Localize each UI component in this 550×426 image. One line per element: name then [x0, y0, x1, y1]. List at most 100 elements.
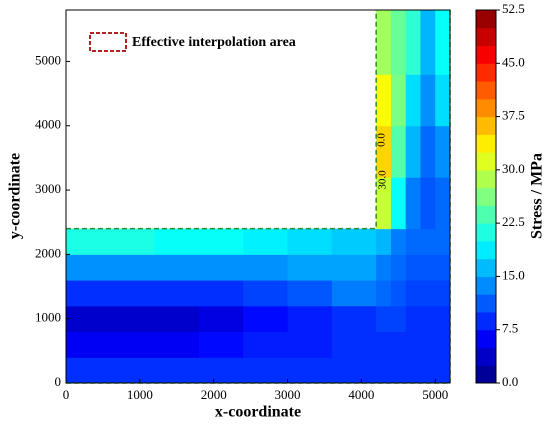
cell: [243, 357, 289, 384]
y-axis-label: y-coordinate: [7, 153, 24, 239]
colorbar-label: Stress / MPa: [529, 153, 546, 239]
cell: [405, 74, 421, 127]
x-axis-label: x-coordinate: [215, 404, 301, 421]
cell: [376, 331, 392, 358]
cell: [154, 228, 200, 255]
cell: [110, 331, 156, 358]
cell: [154, 357, 200, 384]
cell: [376, 305, 392, 333]
cell: [66, 331, 111, 358]
colorbar-band: [476, 116, 496, 135]
cell: [66, 305, 111, 333]
cell: [405, 357, 421, 384]
cell: [198, 254, 244, 281]
colorbar-tick-label: 37.5: [502, 108, 525, 123]
colorbar-tick-label: 22.5: [502, 214, 525, 229]
cell: [198, 280, 244, 307]
colorbar: 0.0 7.5 15.0 22.5 30.0 37.5 45.0 52.5: [475, 1, 525, 389]
colorbar-band: [476, 152, 496, 171]
x-tick-label: 2000: [201, 387, 227, 402]
cell: [405, 177, 421, 230]
cell: [243, 331, 289, 358]
cell: [405, 254, 421, 281]
cell: [198, 228, 244, 255]
cell: [331, 228, 377, 255]
cell: [390, 74, 407, 127]
cell: [420, 74, 436, 127]
cell: [390, 305, 407, 333]
cell: [331, 280, 377, 307]
cell: [435, 280, 451, 307]
colorbar-band: [476, 294, 496, 313]
cell: [376, 357, 392, 384]
colorbar-band: [476, 63, 496, 82]
cell: [287, 305, 333, 333]
cell: [420, 331, 436, 358]
cell: [376, 74, 392, 127]
cell: [420, 357, 436, 384]
cell: [243, 305, 289, 333]
colorbar-band: [476, 134, 496, 153]
colorbar-tick-label: 30.0: [502, 161, 525, 176]
colorbar-band: [476, 27, 496, 47]
colorbar-band: [476, 258, 496, 277]
cell: [390, 10, 407, 75]
cell: [390, 357, 407, 384]
cell: [287, 357, 333, 384]
cell: [66, 357, 111, 384]
cell: [243, 280, 289, 307]
cell: [287, 331, 333, 358]
cell: [66, 254, 111, 281]
cell: [287, 280, 333, 307]
cell: [154, 331, 200, 358]
cell: [420, 125, 436, 178]
cell: [154, 280, 200, 307]
cell: [66, 228, 111, 255]
cell: [405, 280, 421, 307]
colorbar-band: [476, 223, 496, 242]
cell: [390, 280, 407, 307]
colorbar-tick-label: 15.0: [502, 267, 525, 282]
colorbar-band: [476, 10, 496, 29]
colorbar-band: [476, 276, 496, 295]
cell: [331, 357, 377, 384]
cell: [420, 177, 436, 230]
cell: [376, 177, 392, 230]
cell: [420, 254, 436, 281]
y-tick-label: 1000: [35, 310, 61, 325]
colorbar-band: [476, 81, 496, 100]
cell: [435, 357, 451, 384]
cell: [154, 305, 200, 333]
y-tick-label: 3000: [35, 181, 61, 196]
colorbar-band: [476, 365, 496, 384]
cell: [435, 125, 451, 178]
cell: [435, 10, 451, 75]
cell: [390, 177, 407, 230]
cell: [420, 228, 436, 255]
cell: [198, 305, 244, 333]
x-tick-label: 4000: [348, 387, 374, 402]
x-tick-label: 5000: [422, 387, 448, 402]
cell: [331, 254, 377, 281]
cell: [66, 280, 111, 307]
cell: [390, 331, 407, 358]
cell: [405, 331, 421, 358]
cell: [376, 280, 392, 307]
cell: [390, 125, 407, 178]
cell: [376, 125, 392, 178]
colorbar-band: [476, 347, 496, 366]
y-tick-label: 2000: [35, 245, 61, 260]
cell: [243, 228, 289, 255]
colorbar-band: [476, 240, 496, 260]
cell: [435, 228, 451, 255]
cell: [110, 228, 156, 255]
cell: [435, 254, 451, 281]
colorbar-tick-label: 0.0: [502, 374, 518, 389]
cell: [198, 357, 244, 384]
y-tick-label: 5000: [35, 52, 61, 67]
cell: [435, 331, 451, 358]
colorbar-band: [476, 45, 496, 64]
cell: [405, 305, 421, 333]
x-tick-label: 3000: [275, 387, 301, 402]
